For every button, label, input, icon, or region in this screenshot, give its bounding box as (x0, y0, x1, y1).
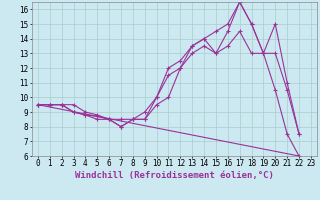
X-axis label: Windchill (Refroidissement éolien,°C): Windchill (Refroidissement éolien,°C) (75, 171, 274, 180)
